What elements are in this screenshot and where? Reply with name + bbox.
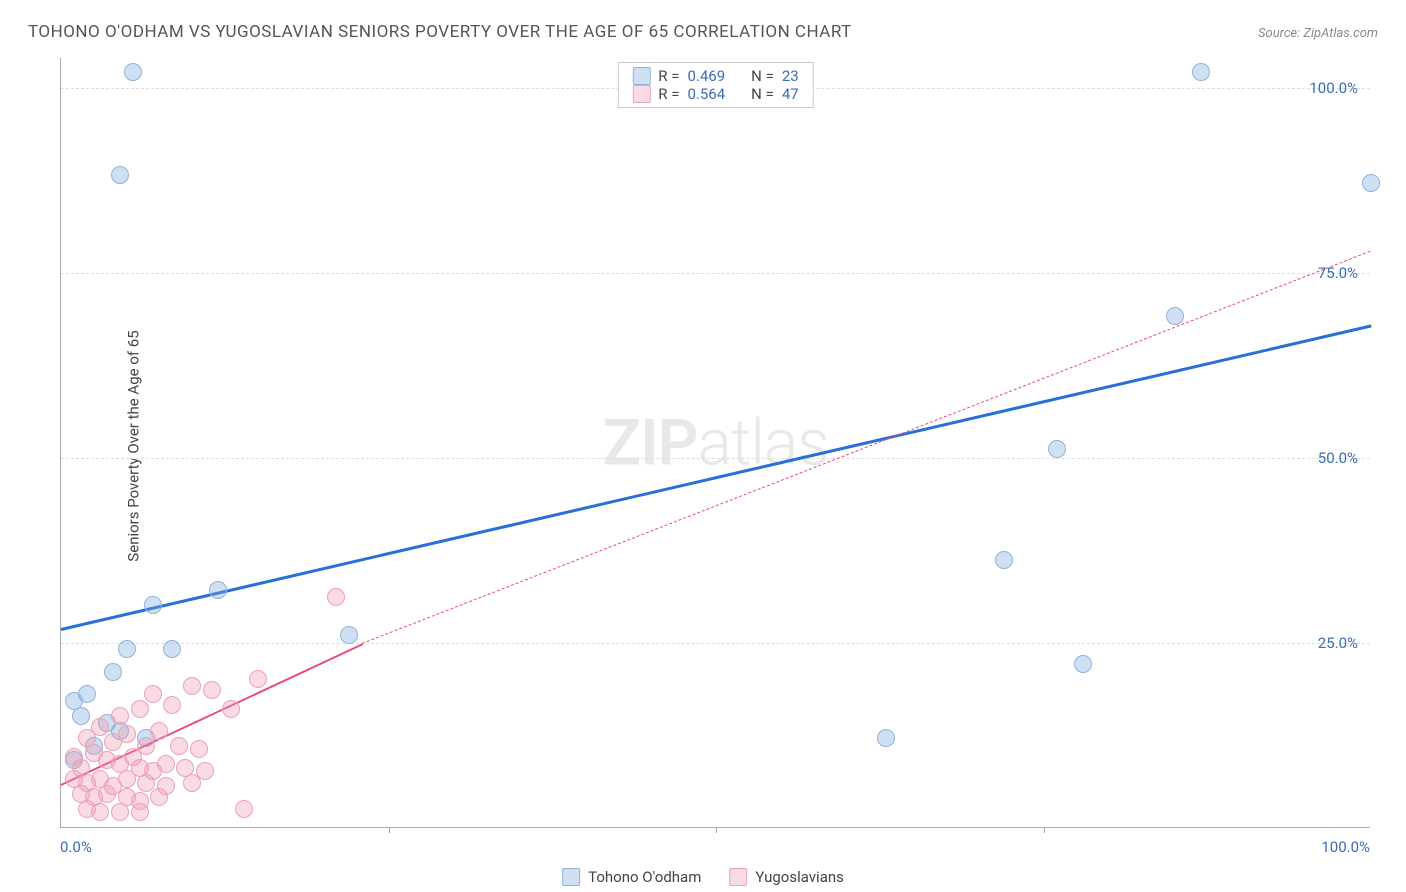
gridline <box>61 273 1370 274</box>
source-attribution: Source: ZipAtlas.com <box>1258 26 1378 41</box>
data-point <box>1362 174 1380 192</box>
data-point <box>163 696 181 714</box>
legend-swatch <box>729 868 747 886</box>
chart-header: TOHONO O'ODHAM VS YUGOSLAVIAN SENIORS PO… <box>28 22 1378 42</box>
series-legend-label: Tohono O'odham <box>588 868 701 886</box>
data-point <box>249 670 267 688</box>
data-point <box>1048 440 1066 458</box>
legend-r-value: 0.469 <box>687 67 725 85</box>
data-point <box>1166 307 1184 325</box>
gridline <box>61 643 1370 644</box>
data-point <box>209 581 227 599</box>
data-point <box>137 774 155 792</box>
legend-n-value: 47 <box>782 85 799 103</box>
x-tick-label: 100.0% <box>1321 838 1370 856</box>
correlation-legend-row: R = 0.469 N = 23 <box>632 67 798 85</box>
data-point <box>190 740 208 758</box>
legend-n-value: 23 <box>782 67 799 85</box>
data-point <box>124 63 142 81</box>
data-point <box>118 770 136 788</box>
data-point <box>144 596 162 614</box>
y-tick-label: 100.0% <box>1309 79 1358 97</box>
watermark: ZIPatlas <box>602 405 828 480</box>
data-point <box>183 677 201 695</box>
series-legend: Tohono O'odham Yugoslavians <box>562 868 844 886</box>
data-point <box>111 803 129 821</box>
data-point <box>1192 63 1210 81</box>
data-point <box>144 685 162 703</box>
series-legend-item: Tohono O'odham <box>562 868 701 886</box>
data-point <box>995 551 1013 569</box>
legend-n-label: N = <box>751 85 774 103</box>
data-point <box>327 588 345 606</box>
y-tick-label: 25.0% <box>1318 634 1358 652</box>
x-tick-label: 0.0% <box>60 838 92 856</box>
data-point <box>131 803 149 821</box>
data-point <box>65 692 83 710</box>
data-point <box>111 707 129 725</box>
x-tick <box>716 827 717 833</box>
data-point <box>877 729 895 747</box>
data-point <box>340 626 358 644</box>
legend-r-label: R = <box>658 85 679 103</box>
data-point <box>183 774 201 792</box>
legend-r-value: 0.564 <box>687 85 725 103</box>
legend-n-label: N = <box>751 67 774 85</box>
trend-line <box>61 325 1372 631</box>
data-point <box>1074 655 1092 673</box>
data-point <box>157 755 175 773</box>
data-point <box>150 722 168 740</box>
x-tick <box>1044 827 1045 833</box>
data-point <box>222 700 240 718</box>
data-point <box>91 803 109 821</box>
correlation-legend: R = 0.469 N = 23 R = 0.564 N = 47 <box>617 62 813 108</box>
legend-swatch <box>632 85 650 103</box>
data-point <box>104 663 122 681</box>
series-legend-item: Yugoslavians <box>729 868 844 886</box>
data-point <box>203 681 221 699</box>
data-point <box>118 725 136 743</box>
data-point <box>111 166 129 184</box>
series-legend-label: Yugoslavians <box>755 868 844 886</box>
data-point <box>150 788 168 806</box>
x-tick <box>389 827 390 833</box>
data-point <box>131 700 149 718</box>
data-point <box>235 800 253 818</box>
plot-area: ZIPatlas R = 0.469 N = 23 R = 0.564 N = 47 25.0… <box>60 58 1370 828</box>
legend-r-label: R = <box>658 67 679 85</box>
trend-line <box>362 251 1371 644</box>
data-point <box>98 785 116 803</box>
y-tick-label: 50.0% <box>1318 449 1358 467</box>
chart-title: TOHONO O'ODHAM VS YUGOSLAVIAN SENIORS PO… <box>28 22 852 42</box>
data-point <box>170 737 188 755</box>
correlation-legend-row: R = 0.564 N = 47 <box>632 85 798 103</box>
y-tick-label: 75.0% <box>1318 264 1358 282</box>
data-point <box>118 640 136 658</box>
data-point <box>163 640 181 658</box>
legend-swatch <box>562 868 580 886</box>
legend-swatch <box>632 67 650 85</box>
gridline <box>61 458 1370 459</box>
